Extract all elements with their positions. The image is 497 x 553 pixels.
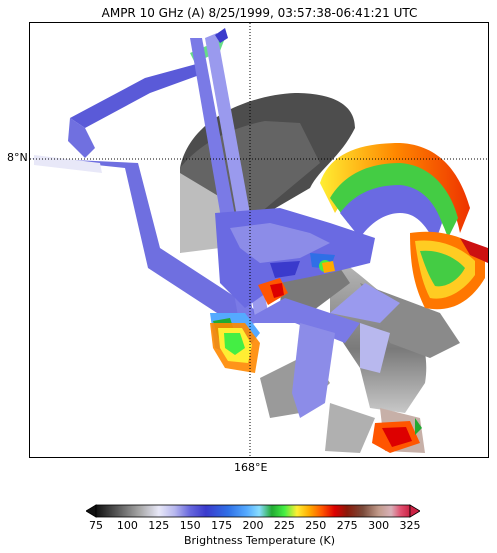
colorbar-tick-label: 125	[148, 519, 170, 532]
colorbar-tick-label: 150	[179, 519, 201, 532]
colorbar-ticks: 75 100 125 150 175 200 225 250 275 300 325	[0, 519, 497, 533]
warm-precip-arc-upper	[320, 143, 470, 243]
colorbar-extend-min	[86, 504, 97, 518]
warm-precip-arc-southwest	[210, 323, 260, 373]
colorbar-tick-label: 250	[305, 519, 327, 532]
brightness-temperature-swaths	[30, 23, 488, 457]
convective-cells	[258, 261, 422, 453]
colorbar-tick-label: 75	[89, 519, 103, 532]
latitude-label: 8°N	[7, 151, 28, 164]
colorbar	[86, 504, 420, 518]
colorbar-extend-max	[409, 504, 420, 518]
colorbar-tick-label: 200	[242, 519, 264, 532]
longitude-label: 168°E	[234, 461, 268, 474]
colorbar-tick-label: 225	[273, 519, 295, 532]
colorbar-tick-label: 175	[211, 519, 233, 532]
map-title: AMPR 10 GHz (A) 8/25/1999, 03:57:38-06:4…	[101, 6, 418, 20]
colorbar-bar	[95, 504, 411, 518]
colorbar-tick-label: 300	[368, 519, 390, 532]
colorbar-tick-label: 275	[336, 519, 358, 532]
colorbar-tick-label: 100	[116, 519, 138, 532]
map-panel	[29, 22, 489, 458]
colorbar-tick-label: 325	[399, 519, 421, 532]
colorbar-label: Brightness Temperature (K)	[183, 534, 336, 547]
warm-precip-arc-right	[410, 231, 488, 310]
